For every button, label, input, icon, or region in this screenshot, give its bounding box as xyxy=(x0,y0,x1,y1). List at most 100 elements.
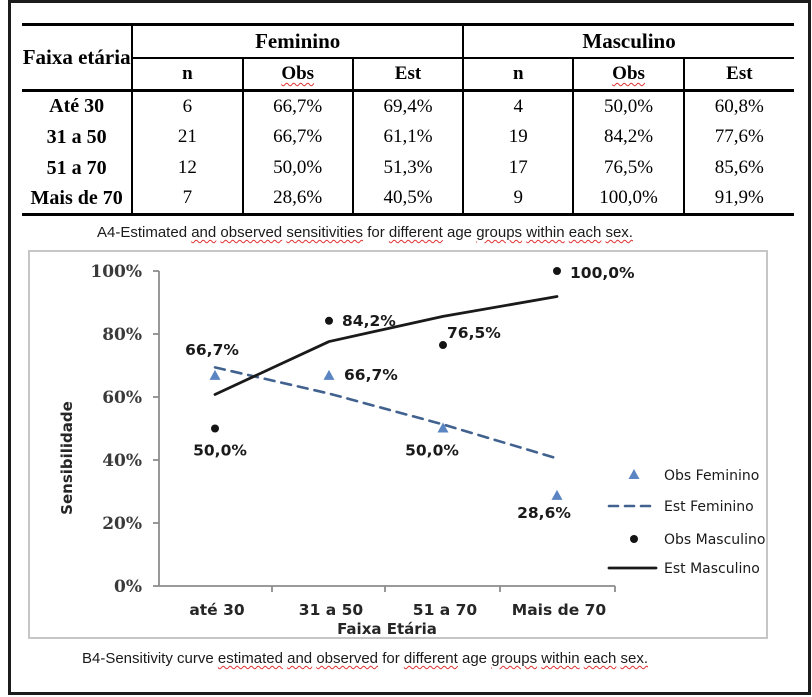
caption-word: within xyxy=(526,224,565,241)
x-tick-label: até 30 xyxy=(189,601,245,619)
cell-m-n: 4 xyxy=(462,90,574,122)
caption-word: age xyxy=(462,650,488,667)
legend: Obs Feminino Est Feminino Obs Masculino Est… xyxy=(607,468,765,577)
cell-m-n: 17 xyxy=(462,152,574,184)
obs-label-squiggled: Obs xyxy=(281,62,315,84)
legend-label: Obs Feminino xyxy=(664,468,759,484)
col-group-masculino: Masculino xyxy=(462,24,794,59)
cell-f-obs: 28,6% xyxy=(241,183,353,215)
row-label: Mais de 70 xyxy=(30,186,123,209)
y-tick-label: 100% xyxy=(90,262,142,282)
series-est-feminino xyxy=(213,366,559,460)
y-tick-label: 40% xyxy=(102,451,142,471)
cell-f-est: 61,1% xyxy=(351,121,464,153)
row-label: 31 a 50 xyxy=(46,125,107,148)
legend-label: Est Masculino xyxy=(664,561,760,577)
sensitivity-table: Faixa etária Feminino Masculino n Obs Es… xyxy=(22,23,794,216)
caption-word: observed xyxy=(220,224,283,241)
cell-f-obs: 66,7% xyxy=(241,121,353,153)
caption-word: for xyxy=(367,224,385,241)
cell-f-n: 7 xyxy=(131,183,243,215)
cell-f-obs: 50,0% xyxy=(241,152,353,184)
cell-f-est: 40,5% xyxy=(351,183,464,215)
x-tick-label: 31 a 50 xyxy=(299,601,364,619)
caption-word: estimated xyxy=(217,650,283,667)
y-axis-title: Sensibilidade xyxy=(58,401,76,515)
sensitivity-chart: 66,7% 66,7% 50,0% 28,6% 50,0% 84,2% 76,5% 100,0… xyxy=(58,262,765,637)
caption-word: groups xyxy=(491,650,538,667)
cell-m-obs: 76,5% xyxy=(572,152,684,184)
caption-word: within xyxy=(541,650,580,667)
data-label: 66,7% xyxy=(185,341,239,359)
legend-label: Obs Masculino xyxy=(664,532,765,548)
cell-m-n: 19 xyxy=(462,121,574,153)
cell-f-n: 12 xyxy=(131,152,243,184)
caption-word: B4-Sensitivity xyxy=(81,650,173,667)
data-label: 50,0% xyxy=(193,442,247,460)
y-tick-label: 20% xyxy=(102,514,142,534)
cell-m-est: 77,6% xyxy=(682,121,794,153)
caption-word: A4-Estimated xyxy=(97,224,188,241)
legend-label: Est Feminino xyxy=(664,499,754,515)
col-header-obs-masc: Obs xyxy=(572,57,684,92)
col-header-faixa-etaria: Faixa etária xyxy=(22,24,133,92)
cell-m-est: 85,6% xyxy=(682,152,794,184)
caption-word: different xyxy=(403,650,458,667)
data-label: 50,0% xyxy=(405,442,459,460)
x-tick-label: Mais de 70 xyxy=(512,601,607,619)
caption-b: B4-Sensitivity curve estimated and obser… xyxy=(0,650,730,667)
table-row: 51 a 70 12 50,0% 51,3% 17 76,5% 85,6% xyxy=(22,152,794,184)
cell-f-est: 69,4% xyxy=(351,90,464,122)
chart-panel: 66,7% 66,7% 50,0% 28,6% 50,0% 84,2% 76,5% 100,0… xyxy=(28,250,768,639)
obs-label-squiggled: Obs xyxy=(612,62,645,84)
caption-word: each xyxy=(568,224,602,241)
data-label: 100,0% xyxy=(570,264,635,282)
cell-m-est: 91,9% xyxy=(682,183,794,215)
data-label: 76,5% xyxy=(447,324,501,342)
cell-m-obs: 84,2% xyxy=(572,121,684,153)
data-label: 28,6% xyxy=(517,504,571,522)
cell-f-n: 21 xyxy=(131,121,243,153)
cell-m-obs: 50,0% xyxy=(572,90,684,122)
series-obs-feminino: 66,7% 66,7% 50,0% 28,6% xyxy=(185,341,571,522)
caption-word: different xyxy=(388,224,443,241)
table-row: Até 30 6 66,7% 69,4% 4 50,0% 60,8% xyxy=(22,90,794,122)
series-est-masculino xyxy=(213,295,559,396)
caption-word: and xyxy=(287,650,313,667)
cell-f-obs: 66,7% xyxy=(241,90,353,122)
x-axis-title: Faixa Etária xyxy=(337,620,437,637)
col-header-n-masc: n xyxy=(462,57,574,92)
cell-f-n: 6 xyxy=(131,90,243,122)
caption-word: each xyxy=(583,650,617,667)
table-subheader-row: n Obs Est n Obs Est xyxy=(22,57,794,92)
table-row: 31 a 50 21 66,7% 61,1% 19 84,2% 77,6% xyxy=(22,121,794,153)
col-group-feminino: Feminino xyxy=(131,24,464,59)
caption-word: and xyxy=(191,224,217,241)
col-header-n-fem: n xyxy=(131,57,243,92)
y-tick-label: 60% xyxy=(102,388,142,408)
caption-a: A4-Estimated and observed sensitivities … xyxy=(0,224,730,241)
row-label: 51 a 70 xyxy=(46,156,107,179)
caption-word: observed xyxy=(316,650,379,667)
col-header-obs-fem: Obs xyxy=(241,57,353,92)
caption-word: sex. xyxy=(605,224,633,241)
caption-word: age xyxy=(446,224,473,241)
col-header-est-masc: Est xyxy=(682,57,794,92)
x-tick-label: 51 a 70 xyxy=(413,601,478,619)
caption-word: sex. xyxy=(620,650,648,667)
axes: 0% 20% 40% 60% 80% 100% até 30 31 a 50 51 a 70 Ma… xyxy=(58,262,616,637)
y-tick-label: 0% xyxy=(114,577,142,597)
cell-m-obs: 100,0% xyxy=(572,183,684,215)
data-label: 84,2% xyxy=(342,312,396,330)
y-tick-label: 80% xyxy=(102,325,142,345)
caption-word: for xyxy=(382,650,400,667)
row-label: Até 30 xyxy=(49,95,105,118)
caption-word: sensitivities xyxy=(286,224,364,241)
caption-word: groups xyxy=(476,224,523,241)
col-header-est-fem: Est xyxy=(351,57,464,92)
cell-m-n: 9 xyxy=(462,183,574,215)
data-label: 66,7% xyxy=(344,366,398,384)
series-obs-masculino: 50,0% 84,2% 76,5% 100,0% xyxy=(193,264,635,460)
table-row: Mais de 70 7 28,6% 40,5% 9 100,0% 91,9% xyxy=(22,183,794,215)
